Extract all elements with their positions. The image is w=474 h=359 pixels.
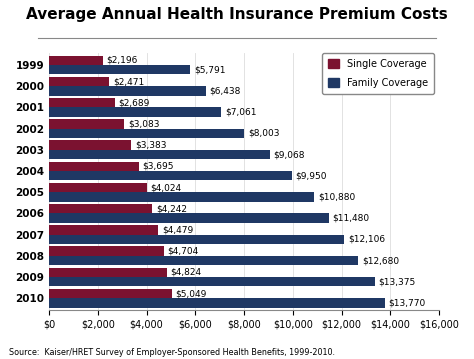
Text: $12,680: $12,680 <box>362 256 399 265</box>
Text: $4,024: $4,024 <box>151 183 182 192</box>
Bar <box>49 162 139 171</box>
Legend: Single Coverage, Family Coverage: Single Coverage, Family Coverage <box>322 53 434 93</box>
Text: $2,689: $2,689 <box>118 98 150 107</box>
Text: Average Annual Health Insurance Premium Costs: Average Annual Health Insurance Premium … <box>26 7 448 22</box>
Text: $9,068: $9,068 <box>273 150 305 159</box>
Bar <box>49 98 115 107</box>
Bar <box>49 107 221 117</box>
Bar <box>49 225 158 235</box>
Text: $2,471: $2,471 <box>113 77 144 86</box>
Text: $4,704: $4,704 <box>167 247 199 256</box>
Text: $5,791: $5,791 <box>194 65 225 74</box>
Text: $8,003: $8,003 <box>248 129 279 138</box>
Text: $4,479: $4,479 <box>162 225 193 234</box>
Text: $2,196: $2,196 <box>106 56 137 65</box>
Bar <box>49 289 172 298</box>
Text: $3,695: $3,695 <box>143 162 174 171</box>
Text: $6,438: $6,438 <box>210 87 241 95</box>
Text: $3,083: $3,083 <box>128 120 159 129</box>
Bar <box>49 235 344 244</box>
Bar <box>49 119 124 129</box>
Text: $13,375: $13,375 <box>379 277 416 286</box>
Bar <box>49 214 329 223</box>
Text: $11,480: $11,480 <box>333 214 370 223</box>
Bar <box>49 204 153 214</box>
Bar <box>49 129 244 138</box>
Text: $9,950: $9,950 <box>295 171 327 180</box>
Text: $5,049: $5,049 <box>176 289 207 298</box>
Bar <box>49 246 164 256</box>
Bar <box>49 150 270 159</box>
Bar <box>49 65 190 74</box>
Text: $4,242: $4,242 <box>156 204 187 213</box>
Bar <box>49 267 166 277</box>
Text: $13,770: $13,770 <box>388 298 426 307</box>
Text: $7,061: $7,061 <box>225 108 256 117</box>
Bar <box>49 192 314 202</box>
Bar <box>49 171 292 181</box>
Bar <box>49 56 102 65</box>
Text: Source:  Kaiser/HRET Survey of Employer-Sponsored Health Benefits, 1999-2010.: Source: Kaiser/HRET Survey of Employer-S… <box>9 348 336 357</box>
Text: $3,383: $3,383 <box>135 141 167 150</box>
Bar <box>49 183 147 192</box>
Text: $10,880: $10,880 <box>318 192 355 201</box>
Bar <box>49 256 358 265</box>
Bar <box>49 277 375 286</box>
Text: $12,106: $12,106 <box>348 235 385 244</box>
Bar <box>49 298 385 308</box>
Text: $4,824: $4,824 <box>170 268 201 277</box>
Bar <box>49 140 131 150</box>
Bar <box>49 77 109 86</box>
Bar <box>49 86 206 95</box>
